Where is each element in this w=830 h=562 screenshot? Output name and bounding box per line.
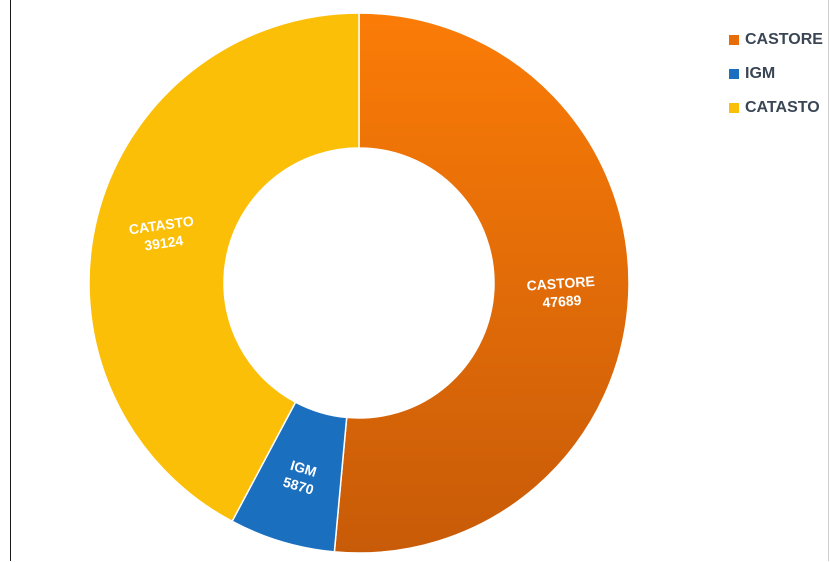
- slice-castore[interactable]: [333, 12, 630, 554]
- legend-item-catasto[interactable]: CATASTO: [729, 96, 823, 120]
- legend-swatch-catasto: [729, 103, 739, 113]
- legend-swatch-castore: [729, 35, 739, 45]
- slice-catasto[interactable]: [88, 12, 360, 523]
- slice-label-castore: CASTORE47689: [526, 273, 596, 312]
- legend-item-castore[interactable]: CASTORE: [729, 28, 823, 52]
- chart-frame: CASTORE47689 IGM5870 CATASTO39124 CASTORE …: [10, 0, 829, 561]
- legend-item-igm[interactable]: IGM: [729, 62, 823, 86]
- donut-slices: [88, 12, 630, 554]
- legend-label-catasto: CATASTO: [745, 99, 820, 116]
- legend-label-igm: IGM: [745, 65, 776, 82]
- legend-label-castore: CASTORE: [745, 31, 823, 48]
- chart-legend: CASTORE IGM CATASTO: [729, 28, 823, 130]
- legend-swatch-igm: [729, 69, 739, 79]
